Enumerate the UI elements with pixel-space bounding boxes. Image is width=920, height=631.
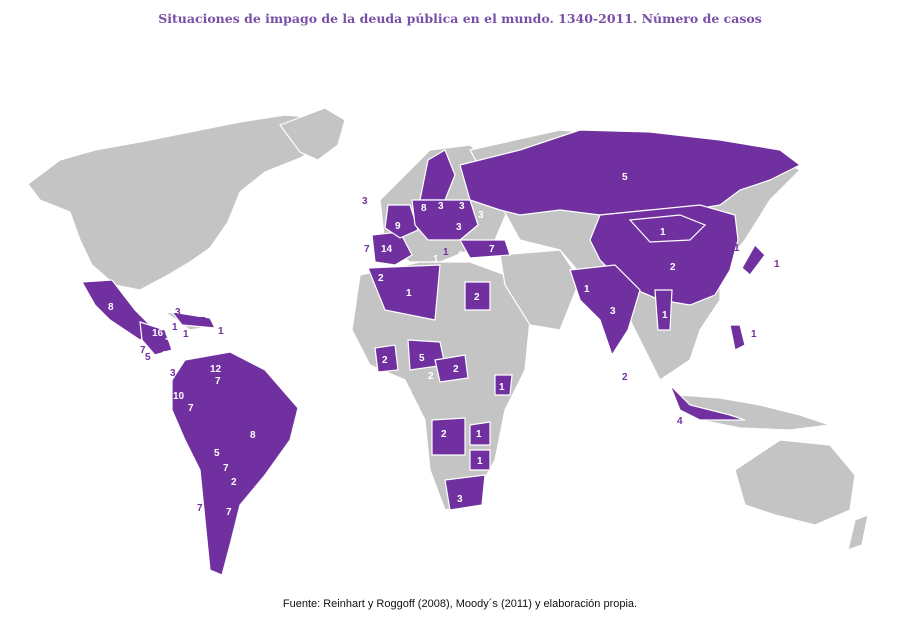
caribbean-islands-region xyxy=(170,311,217,329)
count-label: 2 xyxy=(622,372,628,383)
count-label: 7 xyxy=(489,244,495,255)
count-label: 3 xyxy=(362,196,368,207)
new-zealand-land xyxy=(847,514,869,551)
russia-region xyxy=(459,129,802,216)
central-america-region xyxy=(139,321,173,356)
count-label: 1 xyxy=(660,227,666,238)
count-label: 6 xyxy=(458,250,464,261)
north-america-land xyxy=(27,114,331,291)
count-label: 9 xyxy=(395,221,401,232)
source-note: Fuente: Reinhart y Roggoff (2008), Moody… xyxy=(282,598,638,610)
zimbabwe-region xyxy=(469,449,491,471)
count-label: 2 xyxy=(441,429,447,440)
count-label: 7 xyxy=(140,345,146,356)
count-label: 3 xyxy=(175,307,181,318)
count-label: 1 xyxy=(499,382,505,393)
count-label: 3 xyxy=(438,201,444,212)
western-europe-region xyxy=(384,204,419,239)
count-label: 5 xyxy=(214,448,220,459)
count-label: 3 xyxy=(459,201,465,212)
count-label: 2 xyxy=(231,477,237,488)
count-label: 9 xyxy=(162,350,168,361)
count-label: 7 xyxy=(223,463,229,474)
count-label: 5 xyxy=(419,353,425,364)
count-label: 7 xyxy=(188,403,194,414)
count-label: 8 xyxy=(250,430,256,441)
turkey-region xyxy=(458,239,511,259)
india-region xyxy=(569,264,641,357)
count-label: 3 xyxy=(457,494,463,505)
count-label: 8 xyxy=(108,302,114,313)
case-labels: 5 1 2 1 1 3 3 8 3 3 9 3 7 14 1 1 6 7 2 1… xyxy=(108,172,780,518)
count-label: 4 xyxy=(677,416,683,427)
count-label: 1 xyxy=(734,243,740,254)
count-label: 1 xyxy=(218,326,224,337)
count-label: 1 xyxy=(172,322,178,333)
count-label: 14 xyxy=(381,244,393,255)
kenya-region xyxy=(494,374,513,396)
philippines-region xyxy=(729,324,746,351)
egypt-region xyxy=(464,281,491,311)
myanmar-region xyxy=(654,289,673,331)
north-africa-region xyxy=(367,264,441,321)
south-africa-region xyxy=(444,474,486,511)
count-label: 3 xyxy=(165,332,171,343)
count-label: 1 xyxy=(774,259,780,270)
count-label: 1 xyxy=(183,329,189,340)
defaulting-countries xyxy=(81,129,802,576)
count-label: 3 xyxy=(478,210,484,221)
indonesia-region xyxy=(669,384,746,421)
count-label: 1 xyxy=(477,456,483,467)
count-label: 1 xyxy=(584,284,590,295)
australia-land xyxy=(734,439,856,526)
count-label: 7 xyxy=(215,376,221,387)
count-label: 2 xyxy=(382,355,388,366)
count-label: 1 xyxy=(476,429,482,440)
count-label: 3 xyxy=(243,507,249,518)
japan-region xyxy=(741,244,766,276)
count-label: 1 xyxy=(662,310,668,321)
mongolia-region xyxy=(628,214,707,243)
count-label: 5 xyxy=(622,172,628,183)
count-label: 10 xyxy=(173,391,185,402)
count-label: 3 xyxy=(610,306,616,317)
count-label: 8 xyxy=(421,203,427,214)
count-label: 7 xyxy=(200,316,206,327)
count-label: 3 xyxy=(227,369,233,380)
count-label: 7 xyxy=(226,507,232,518)
count-label: 1 xyxy=(433,254,439,265)
southeast-asia-islands-land xyxy=(678,394,831,431)
greenland-land xyxy=(279,107,346,161)
count-label: 2 xyxy=(474,292,480,303)
count-label: 2 xyxy=(378,273,384,284)
count-label: 7 xyxy=(197,503,203,514)
count-label: 1 xyxy=(406,288,412,299)
count-label: 3 xyxy=(170,368,176,379)
south-america-region xyxy=(171,351,299,576)
zambia-region xyxy=(469,421,491,446)
west-africa-region xyxy=(374,344,399,373)
count-label: 5 xyxy=(145,352,151,363)
angola-region xyxy=(431,417,466,456)
count-label: 1 xyxy=(751,329,757,340)
central-africa-region xyxy=(434,354,469,383)
count-label: 2 xyxy=(670,262,676,273)
count-label: 12 xyxy=(210,364,222,375)
count-label: 16 xyxy=(152,328,164,339)
count-label: 2 xyxy=(453,364,459,375)
map-title: Situaciones de impago de la deuda públic… xyxy=(158,11,762,26)
count-label: 7 xyxy=(364,244,370,255)
count-label: 3 xyxy=(456,222,462,233)
count-label: 2 xyxy=(428,371,434,382)
count-label: 1 xyxy=(443,247,449,258)
